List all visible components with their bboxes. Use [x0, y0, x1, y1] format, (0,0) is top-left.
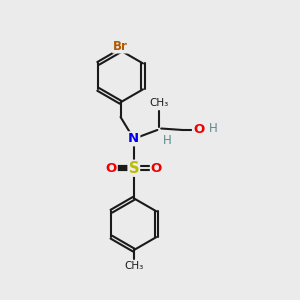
Text: O: O [193, 124, 204, 136]
Text: H: H [209, 122, 218, 135]
Text: N: N [128, 132, 140, 145]
Text: O: O [151, 162, 162, 175]
Text: H: H [163, 134, 172, 147]
Text: CH₃: CH₃ [149, 98, 169, 108]
Text: S: S [129, 161, 139, 176]
Text: Br: Br [113, 40, 128, 52]
Text: O: O [106, 162, 117, 175]
Text: CH₃: CH₃ [124, 261, 143, 271]
